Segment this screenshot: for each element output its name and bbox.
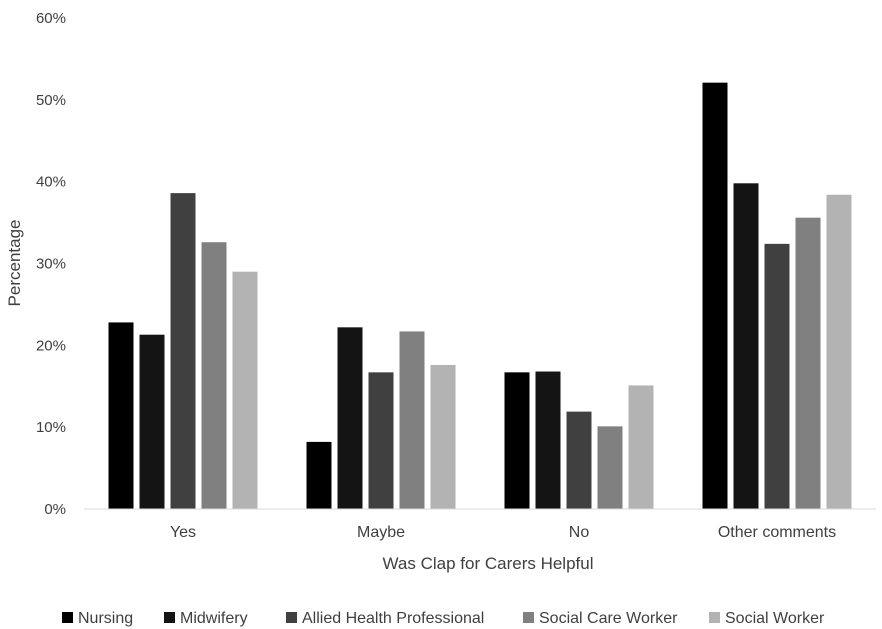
y-tick-label: 50% [36, 92, 66, 109]
bar-social-care-worker-other-comments [795, 217, 821, 509]
bar-social-worker-yes [232, 271, 258, 509]
bar-allied-health-professional-no [566, 411, 592, 509]
y-axis-title: Percentage [5, 220, 24, 307]
y-tick-label: 10% [36, 419, 66, 436]
legend-label: Nursing [78, 610, 133, 627]
bar-midwifery-other-comments [733, 183, 759, 509]
bar-midwifery-no [535, 371, 561, 509]
y-axis-ticks: 0% 10% 20% 30% 40% 50% 60% [36, 10, 66, 518]
bar-social-care-worker-no [597, 426, 623, 509]
legend-label: Social Care Worker [539, 610, 678, 627]
legend-swatch [709, 612, 720, 623]
bar-nursing-other-comments [702, 82, 728, 510]
x-category-label: Other comments [718, 524, 836, 541]
legend-label: Allied Health Professional [302, 610, 484, 627]
x-category-label: Maybe [357, 524, 405, 541]
x-category-label: No [569, 524, 590, 541]
legend-label: Social Worker [725, 610, 825, 627]
legend-swatch [286, 612, 297, 623]
legend-swatch [164, 612, 175, 623]
legend-swatch [523, 612, 534, 623]
bars-group [108, 82, 852, 510]
x-axis-title: Was Clap for Carers Helpful [383, 554, 594, 573]
x-category-label: Yes [170, 524, 196, 541]
y-tick-label: 60% [36, 10, 66, 27]
legend-swatch [62, 612, 73, 623]
bar-allied-health-professional-maybe [368, 372, 394, 509]
legend-label: Midwifery [180, 610, 248, 627]
bar-social-care-worker-yes [201, 242, 227, 509]
bar-nursing-yes [108, 322, 134, 509]
bar-midwifery-yes [139, 334, 165, 509]
bar-social-worker-maybe [430, 364, 456, 509]
bar-nursing-no [504, 372, 530, 509]
bar-social-worker-no [628, 385, 654, 509]
bar-allied-health-professional-yes [170, 193, 196, 509]
y-tick-label: 20% [36, 337, 66, 354]
y-tick-label: 40% [36, 174, 66, 191]
y-tick-label: 0% [44, 501, 66, 518]
bar-allied-health-professional-other-comments [764, 243, 790, 510]
legend: Nursing Midwifery Allied Health Profession… [62, 610, 825, 627]
bar-social-worker-other-comments [826, 194, 852, 509]
x-axis-categories: Yes Maybe No Other comments [170, 524, 836, 541]
y-tick-label: 30% [36, 256, 66, 273]
bar-social-care-worker-maybe [399, 331, 425, 509]
bar-nursing-maybe [306, 441, 332, 509]
bar-midwifery-maybe [337, 327, 363, 509]
